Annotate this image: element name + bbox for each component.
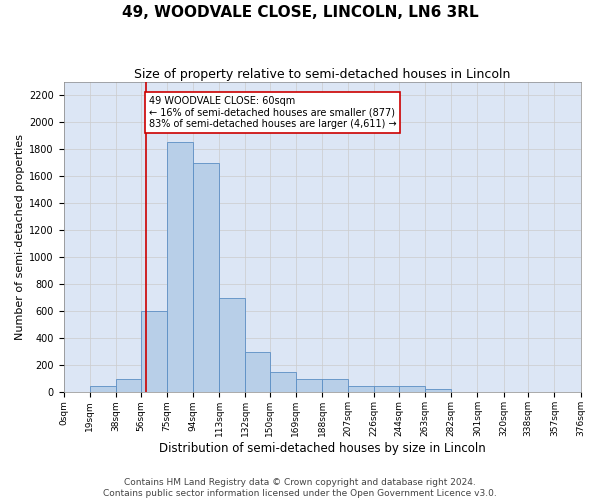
Bar bbox=[399, 386, 425, 392]
Bar bbox=[322, 379, 348, 392]
Bar bbox=[296, 379, 322, 392]
Bar bbox=[193, 162, 219, 392]
Bar bbox=[270, 372, 296, 392]
X-axis label: Distribution of semi-detached houses by size in Lincoln: Distribution of semi-detached houses by … bbox=[158, 442, 485, 455]
Title: Size of property relative to semi-detached houses in Lincoln: Size of property relative to semi-detach… bbox=[134, 68, 510, 80]
Bar bbox=[167, 142, 193, 392]
Text: Contains HM Land Registry data © Crown copyright and database right 2024.
Contai: Contains HM Land Registry data © Crown c… bbox=[103, 478, 497, 498]
Bar bbox=[140, 312, 167, 392]
Y-axis label: Number of semi-detached properties: Number of semi-detached properties bbox=[15, 134, 25, 340]
Bar bbox=[374, 386, 399, 392]
Bar bbox=[425, 389, 451, 392]
Bar bbox=[116, 379, 140, 392]
Bar bbox=[90, 386, 116, 392]
Text: 49 WOODVALE CLOSE: 60sqm
← 16% of semi-detached houses are smaller (877)
83% of : 49 WOODVALE CLOSE: 60sqm ← 16% of semi-d… bbox=[149, 96, 397, 129]
Bar bbox=[245, 352, 270, 393]
Bar bbox=[348, 386, 374, 392]
Text: 49, WOODVALE CLOSE, LINCOLN, LN6 3RL: 49, WOODVALE CLOSE, LINCOLN, LN6 3RL bbox=[122, 5, 478, 20]
Bar bbox=[219, 298, 245, 392]
